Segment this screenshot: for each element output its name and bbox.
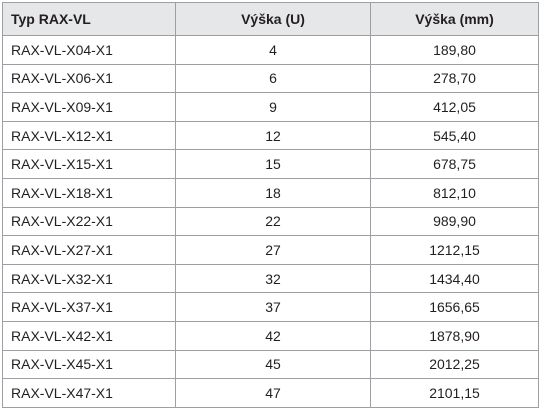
header-cell: Výška (U) [175, 2, 371, 36]
table-row: RAX-VL-X27-X1 27 1212,15 [2, 235, 539, 265]
table-cell: 412,05 [370, 92, 539, 122]
table-row: RAX-VL-X45-X1 45 2012,25 [2, 349, 539, 380]
header-cell: Výška (mm) [370, 2, 539, 36]
table-cell: 18 [175, 177, 371, 208]
table-row: RAX-VL-X37-X1 37 1656,65 [2, 292, 539, 322]
table-cell: 2012,25 [370, 349, 539, 380]
table-cell: 6 [175, 63, 371, 94]
table-row: RAX-VL-X06-X1 6 278,70 [2, 63, 539, 94]
table-cell: 189,80 [370, 35, 539, 65]
table-cell: 9 [175, 92, 371, 122]
table-cell: RAX-VL-X37-X1 [2, 292, 176, 322]
table-body: RAX-VL-X04-X1 4 189,80 RAX-VL-X06-X1 6 278,70… [2, 35, 539, 408]
table-cell: RAX-VL-X04-X1 [2, 35, 176, 65]
table-cell: RAX-VL-X42-X1 [2, 320, 176, 351]
table-cell: 812,10 [370, 177, 539, 208]
table-row: RAX-VL-X12-X1 12 545,40 [2, 120, 539, 151]
table-cell: 32 [175, 263, 371, 294]
table-cell: 15 [175, 149, 371, 179]
table-cell: 989,90 [370, 206, 539, 237]
table-cell: RAX-VL-X27-X1 [2, 235, 176, 265]
table-row: RAX-VL-X32-X1 32 1434,40 [2, 263, 539, 294]
table-cell: 27 [175, 235, 371, 265]
table-cell: 42 [175, 320, 371, 351]
table-cell: RAX-VL-X06-X1 [2, 63, 176, 94]
table-cell: 678,75 [370, 149, 539, 179]
table-row: RAX-VL-X47-X1 47 2101,15 [2, 378, 539, 408]
table-row: RAX-VL-X15-X1 15 678,75 [2, 149, 539, 179]
table-cell: 37 [175, 292, 371, 322]
table-cell: RAX-VL-X12-X1 [2, 120, 176, 151]
table-cell: RAX-VL-X18-X1 [2, 177, 176, 208]
header-row: Typ RAX-VL Výška (U) Výška (mm) [2, 2, 539, 36]
table-cell: RAX-VL-X45-X1 [2, 349, 176, 380]
table-cell: 278,70 [370, 63, 539, 94]
table-row: RAX-VL-X18-X1 18 812,10 [2, 177, 539, 208]
table-cell: 22 [175, 206, 371, 237]
table-cell: 47 [175, 378, 371, 408]
table-row: RAX-VL-X22-X1 22 989,90 [2, 206, 539, 237]
table-cell: 545,40 [370, 120, 539, 151]
table-cell: 1212,15 [370, 235, 539, 265]
table-row: RAX-VL-X04-X1 4 189,80 [2, 35, 539, 65]
table-cell: 4 [175, 35, 371, 65]
table-cell: RAX-VL-X09-X1 [2, 92, 176, 122]
header-cell: Typ RAX-VL [2, 2, 176, 36]
table-cell: 1656,65 [370, 292, 539, 322]
table-cell: 12 [175, 120, 371, 151]
table-cell: 1434,40 [370, 263, 539, 294]
table-cell: RAX-VL-X32-X1 [2, 263, 176, 294]
table-cell: RAX-VL-X22-X1 [2, 206, 176, 237]
table-cell: RAX-VL-X15-X1 [2, 149, 176, 179]
table-row: RAX-VL-X09-X1 9 412,05 [2, 92, 539, 122]
table-cell: RAX-VL-X47-X1 [2, 378, 176, 408]
table-cell: 2101,15 [370, 378, 539, 408]
table-cell: 1878,90 [370, 320, 539, 351]
table-row: RAX-VL-X42-X1 42 1878,90 [2, 320, 539, 351]
table-cell: 45 [175, 349, 371, 380]
